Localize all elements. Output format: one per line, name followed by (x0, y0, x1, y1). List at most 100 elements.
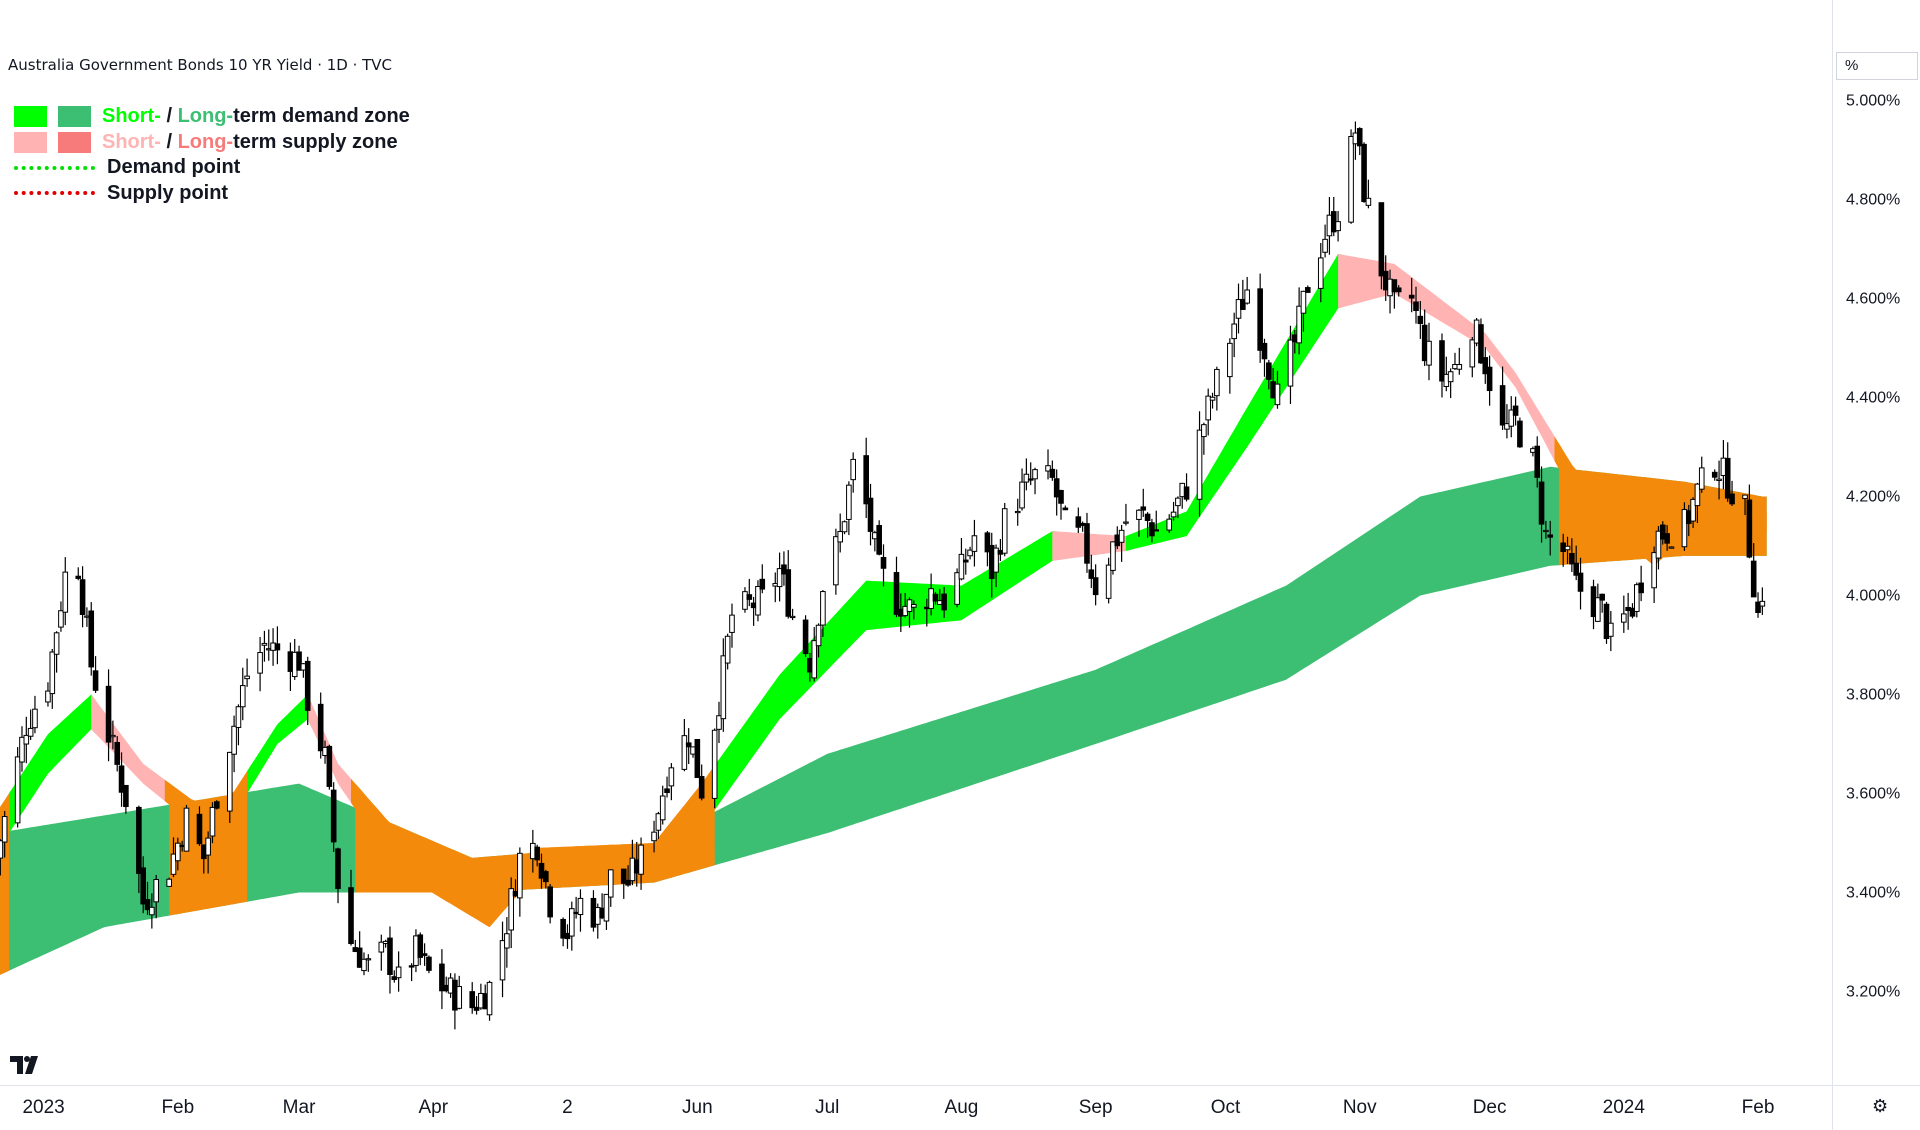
candle-body-41 (239, 685, 246, 708)
candle-body-21 (118, 765, 125, 793)
x-tick-label-13: Feb (1742, 1097, 1775, 1118)
candle-body-261 (1573, 562, 1579, 576)
candle-body-246 (1482, 357, 1489, 375)
candle-body-58 (348, 887, 354, 945)
candle-body-30 (175, 842, 181, 862)
candle-body-133 (802, 619, 809, 655)
candle-body-180 (1084, 523, 1090, 564)
y-tick-label-7: 4.600% (1846, 291, 1900, 308)
candle-body-103 (620, 868, 627, 884)
candle-body-167 (1001, 508, 1008, 554)
candle-body-215 (1296, 305, 1302, 344)
legend-supply-rest: term supply zone (233, 130, 398, 153)
candle-body-72 (426, 956, 432, 971)
candle-body-252 (1517, 420, 1523, 448)
candle-body-44 (261, 642, 268, 646)
candle-body-53 (317, 703, 324, 752)
candle-body-237 (1426, 340, 1432, 366)
candle-body-61 (361, 958, 367, 972)
legend-swatch-long-supply (58, 131, 91, 153)
candle-body-265 (1599, 593, 1605, 601)
candle-body-122 (729, 614, 735, 633)
candle-body-12 (62, 571, 69, 613)
legend-supply-point: Supply point (14, 181, 410, 207)
candle-body-198 (1196, 429, 1203, 500)
x-tick-label-11: Dec (1473, 1097, 1507, 1118)
candle-body-92 (547, 886, 553, 918)
y-tick-label-5: 4.200% (1846, 489, 1900, 506)
candle-body-243 (1469, 339, 1476, 368)
candle-body-183 (1105, 564, 1112, 599)
candle-body-283 (1711, 471, 1718, 478)
candle-body-181 (1088, 569, 1095, 579)
candle-body-186 (1118, 529, 1125, 543)
candle-body-87 (517, 852, 523, 899)
x-tick-label-9: Oct (1211, 1097, 1241, 1118)
candle-body-191 (1149, 522, 1155, 537)
candle-body-245 (1478, 324, 1484, 364)
candle-body-173 (1045, 465, 1051, 472)
candle-body-234 (1413, 301, 1419, 312)
candle-body-6 (27, 727, 34, 737)
x-tick-label-7: Aug (945, 1097, 979, 1118)
legend-demand-sep: / (160, 105, 178, 128)
y-tick-label-9: 5.000% (1846, 93, 1900, 110)
candle-body-259 (1564, 545, 1571, 551)
candle-body-203 (1227, 342, 1233, 378)
candle-body-242 (1456, 364, 1463, 370)
candle-body-201 (1209, 396, 1216, 401)
candle-body-137 (820, 591, 826, 626)
short-term-zone-segment-7 (714, 531, 1057, 810)
legend-swatch-short-supply (14, 131, 47, 153)
candle-body-102 (607, 869, 614, 898)
candle-body-79 (473, 1006, 480, 1011)
candle-body-194 (1170, 511, 1177, 518)
candle-body-83 (499, 940, 506, 981)
candle-body-161 (967, 549, 973, 557)
candle-body-155 (932, 593, 939, 602)
short-term-zone-segment-1 (9, 694, 96, 834)
candle-body-200 (1205, 395, 1212, 421)
candle-body-247 (1486, 366, 1493, 392)
candle-body-42 (244, 675, 250, 680)
candle-body-287 (1729, 493, 1735, 505)
candle-body-199 (1201, 424, 1207, 438)
candle-body-91 (543, 871, 549, 883)
candle-body-131 (785, 569, 792, 617)
candle-body-55 (326, 745, 333, 787)
candle-body-286 (1724, 457, 1731, 499)
candle-body-123 (742, 591, 748, 610)
tradingview-logo-icon[interactable] (10, 1056, 42, 1079)
candle-body-63 (378, 941, 385, 953)
candle-body-235 (1417, 315, 1424, 325)
candle-body-62 (365, 958, 372, 961)
candle-body-23 (136, 806, 142, 874)
candle-body-218 (1317, 257, 1324, 289)
candle-body-3 (14, 756, 21, 824)
candle-body-43 (257, 652, 263, 674)
candle-body-257 (1547, 534, 1554, 538)
candle-body-207 (1244, 289, 1250, 304)
x-tick-label-0: 2023 (22, 1097, 64, 1118)
x-tick-label-8: Sep (1079, 1097, 1113, 1118)
short-term-zone-segment-2 (91, 694, 170, 805)
candle-body-274 (1655, 530, 1662, 559)
price-unit-label[interactable]: % (1836, 52, 1918, 80)
candle-body-233 (1408, 294, 1415, 299)
candle-body-1 (0, 840, 4, 859)
x-tick-label-1: Feb (161, 1097, 194, 1118)
candle-body-50 (296, 651, 302, 671)
gear-icon[interactable]: ⚙ (1872, 1096, 1889, 1116)
candle-body-126 (755, 586, 761, 616)
candles (0, 121, 1766, 1030)
candle-body-231 (1391, 279, 1398, 293)
candle-body-89 (534, 846, 540, 861)
candle-body-172 (1032, 469, 1038, 480)
candle-body-32 (183, 807, 190, 852)
candle-body-291 (1755, 601, 1761, 613)
candle-body-209 (1261, 342, 1268, 360)
candle-body-184 (1110, 541, 1116, 571)
candle-body-251 (1512, 405, 1519, 416)
